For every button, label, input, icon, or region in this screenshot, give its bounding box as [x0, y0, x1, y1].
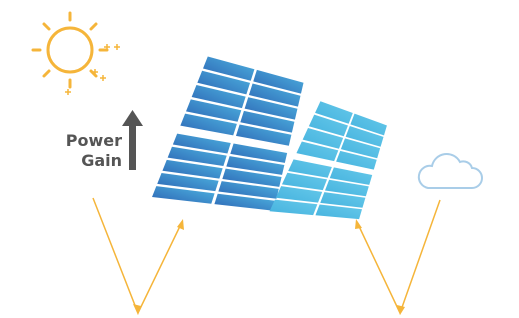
arrowheads [133, 219, 405, 315]
up-arrow [122, 110, 143, 170]
illustration: Power Gain [0, 0, 519, 318]
solar-panels [152, 56, 387, 219]
sun [33, 13, 107, 87]
label: Power [66, 131, 122, 150]
label: Gain [81, 151, 122, 170]
panel-cell [270, 200, 318, 215]
rays [93, 198, 440, 313]
cloud [419, 154, 482, 188]
